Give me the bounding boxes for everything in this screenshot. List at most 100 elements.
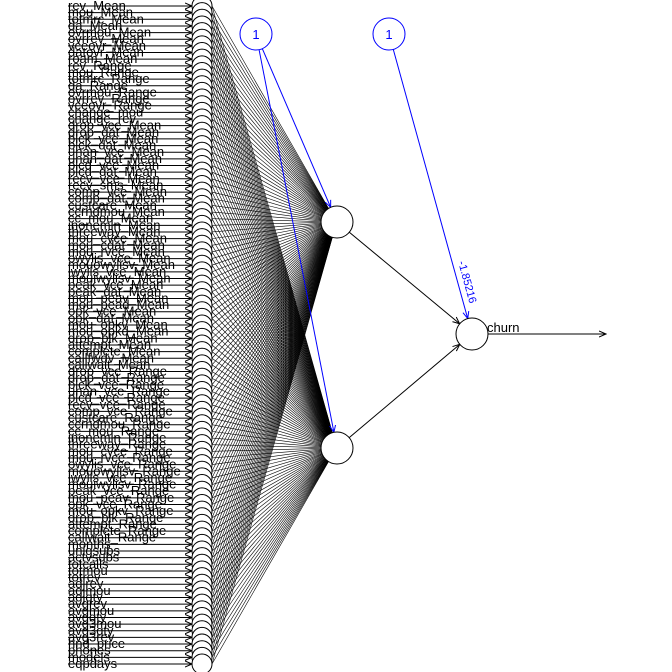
input-hidden-connection: [211, 222, 322, 226]
input-hidden-connection: [211, 224, 322, 246]
hidden-node: [320, 431, 354, 465]
input-hidden-connection: [211, 178, 331, 434]
input-hidden-connection: [211, 65, 327, 211]
input-label: roam_Mean: [68, 51, 137, 66]
input-hidden-connection: [211, 234, 328, 405]
input-label: attempt_Range: [68, 516, 157, 531]
input-hidden-connection: [211, 105, 326, 212]
input-hidden-connection: [211, 223, 322, 239]
input-hidden-connection: [211, 232, 326, 339]
input-hidden-connection: [211, 227, 323, 279]
input-hidden-connection: [211, 233, 326, 359]
input-hidden-connection: [211, 178, 322, 218]
input-hidden-connection: [211, 236, 332, 558]
input-label: unan_vce_Range: [68, 383, 170, 398]
input-hidden-connection: [211, 444, 322, 448]
input-label: change_mou: [68, 104, 143, 119]
input-label: actvsubs: [68, 550, 120, 565]
input-label: hnd_price: [68, 636, 125, 651]
input-hidden-connection: [211, 237, 333, 651]
input-hidden-connection: [211, 235, 330, 472]
input-hidden-connection: [211, 237, 333, 638]
input-hidden-connection: [211, 171, 323, 217]
input-hidden-connection: [211, 236, 332, 585]
input-hidden-connection: [211, 233, 327, 372]
input-hidden-connection: [211, 271, 328, 436]
input-hidden-connection: [211, 25, 333, 433]
input-label: iwylis_vce_Range: [68, 470, 172, 485]
output-label: churn: [487, 320, 520, 335]
input-hidden-connection: [211, 230, 324, 312]
input-label: totrev: [68, 570, 101, 585]
input-hidden-connection: [211, 172, 331, 434]
input-hidden-connection: [211, 417, 322, 445]
input-hidden-connection: [211, 233, 327, 366]
input-label: adjrev: [68, 576, 104, 591]
hidden-node: [320, 205, 354, 239]
input-hidden-connection: [211, 19, 329, 209]
input-label: complete_Range: [68, 523, 166, 538]
input-hidden-connection: [211, 236, 330, 485]
input-label: avg3qty: [68, 623, 114, 638]
input-hidden-connection: [211, 185, 322, 219]
input-hidden-connection: [211, 165, 323, 217]
input-label: months: [68, 536, 111, 551]
input-label: opk_vce_Mean: [68, 304, 156, 319]
input-hidden-connection: [211, 85, 332, 434]
input-label: mou_opkd_Mean: [68, 324, 168, 339]
input-hidden-connection: [211, 105, 332, 434]
input-hidden-connection: [211, 211, 322, 222]
input-label: mou_opkv_Mean: [68, 317, 168, 332]
input-label: owylis_vce_Range: [68, 457, 176, 472]
input-hidden-connection: [211, 158, 323, 216]
input-hidden-connection: [211, 245, 329, 435]
input-hidden-connection: [211, 112, 325, 213]
input-hidden-connection: [211, 458, 326, 572]
input-label: drop_dat_Mean: [68, 124, 159, 139]
input-hidden-connection: [211, 198, 330, 435]
input-hidden-connection: [211, 236, 331, 532]
input-label: custcare_Mean: [68, 197, 157, 212]
input-hidden-connection: [211, 461, 329, 645]
input-hidden-connection: [211, 12, 333, 433]
input-hidden-connection: [211, 235, 330, 459]
input-hidden-connection: [211, 236, 331, 518]
input-hidden-connection: [211, 45, 328, 210]
input-hidden-connection: [211, 235, 329, 445]
bias-node-hidden: [239, 17, 273, 51]
input-label: mou_rvce_Range: [68, 450, 171, 465]
input-label: mouowylisv_Mean: [68, 257, 175, 272]
input-hidden-connection: [211, 318, 326, 438]
input-hidden-connection: [211, 92, 326, 212]
input-hidden-connection: [211, 324, 326, 438]
input-label: avgqty: [68, 609, 107, 624]
input-hidden-connection: [211, 233, 327, 379]
input-label: mou_rvce_Mean: [68, 244, 165, 259]
input-label: mou_pead_Mean: [68, 297, 169, 312]
input-hidden-connection: [211, 78, 327, 211]
input-hidden-connection: [211, 236, 331, 525]
input-label: phones: [68, 643, 111, 658]
input-hidden-connection: [211, 236, 332, 545]
input-hidden-connection: [211, 59, 333, 433]
input-hidden-connection: [211, 236, 331, 498]
input-hidden-connection: [211, 235, 330, 465]
bias-hidden-connection: [258, 49, 334, 433]
bias-hidden-connection: [261, 48, 330, 208]
input-hidden-connection: [211, 235, 329, 425]
input-hidden-connection: [211, 234, 328, 412]
input-label: threeway_Mean: [68, 224, 161, 239]
input-label: drop_vce_Range: [68, 364, 167, 379]
input-hidden-connection: [211, 92, 332, 434]
input-label: inonemin_Mean: [68, 217, 161, 232]
input-label: peak_vce_Mean: [68, 277, 163, 292]
input-label: avg3mou: [68, 616, 121, 631]
input-hidden-connection: [211, 79, 332, 434]
input-hidden-connection: [211, 229, 324, 299]
input-hidden-connection: [211, 118, 332, 434]
input-hidden-connection: [211, 236, 332, 572]
input-hidden-connection: [211, 32, 333, 433]
input-label: avgmou: [68, 603, 114, 618]
input-hidden-connection: [211, 237, 333, 658]
hidden-layer: [320, 205, 460, 465]
